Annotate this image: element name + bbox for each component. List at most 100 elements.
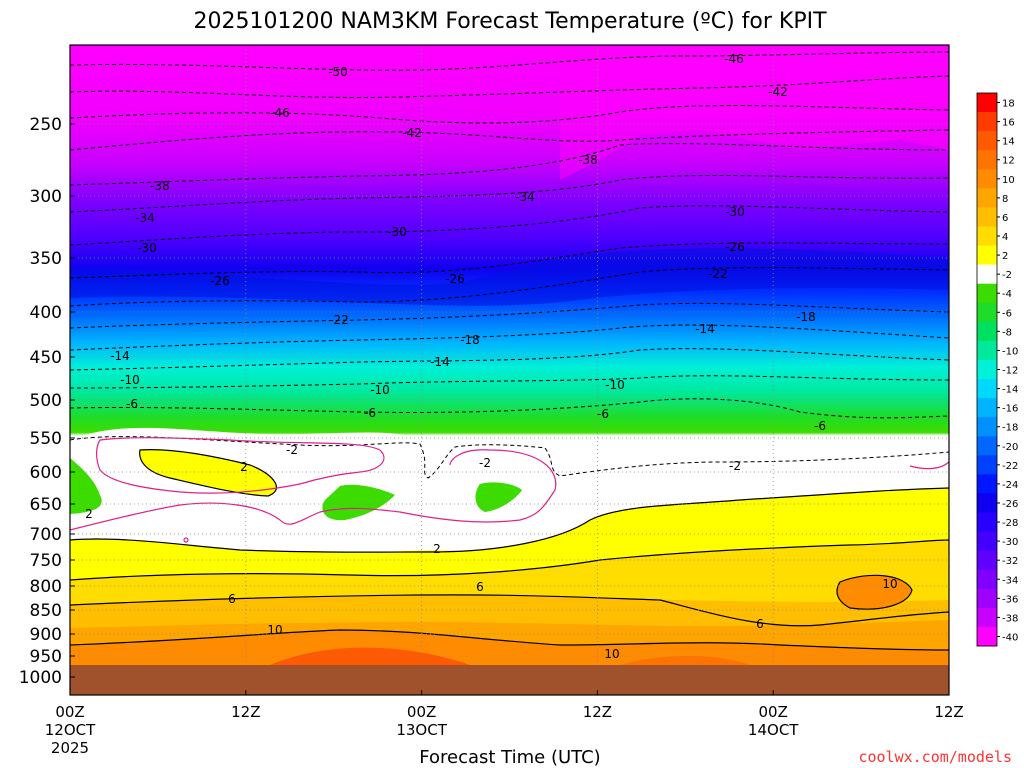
isotherm-label: -34: [135, 211, 155, 225]
colorbar-swatch: [977, 207, 997, 227]
colorbar-label: 6: [1002, 213, 1008, 224]
isotherm-label: -10: [120, 373, 140, 387]
y-tick-label: 900: [30, 625, 62, 645]
x-tick-date: 14OCT: [748, 721, 799, 739]
colorbar-swatch: [977, 93, 997, 113]
isotherm-label: -10: [605, 378, 625, 392]
colorbar-swatch: [977, 588, 997, 609]
colorbar-swatch: [977, 626, 997, 647]
colorbar-label: -12: [1002, 366, 1018, 377]
isotherm-label: -2: [286, 443, 298, 457]
y-tick-label: 800: [30, 577, 62, 597]
isotherm-label: -22: [329, 313, 349, 327]
isotherm-label: 6: [476, 580, 484, 594]
y-tick-label: 550: [30, 429, 62, 449]
x-tick-label: 12Z: [583, 703, 612, 721]
colorbar-swatch: [977, 417, 997, 437]
isotherm-label: 10: [882, 577, 897, 591]
colorbar-swatch: [977, 359, 997, 380]
colorbar-label: -40: [1002, 632, 1018, 643]
colorbar-swatch: [977, 321, 997, 342]
isotherm-label: -46: [724, 52, 744, 66]
isotherm-label: -6: [364, 406, 376, 420]
colorbar-label: 8: [1002, 194, 1008, 205]
isotherm-label: -10: [370, 383, 390, 397]
colorbar-label: -14: [1002, 385, 1018, 396]
colorbar-label: 10: [1002, 175, 1015, 186]
ground-surface: [70, 665, 949, 695]
colorbar-swatch: [977, 245, 997, 266]
colorbar: 18 16 14 12 10 8 6 4 2 -2 -4 -6 -8 -10 -12 -14 -16 -18 -20…: [976, 92, 1018, 647]
isotherm-label: -22: [708, 267, 728, 281]
isotherm-label: -30: [137, 241, 157, 255]
colorbar-swatch: [977, 455, 997, 475]
isotherm-label: 6: [756, 617, 764, 631]
colorbar-swatch: [977, 550, 997, 571]
y-tick-label: 1000: [19, 668, 62, 688]
x-tick-label: 00Z: [407, 703, 436, 721]
isotherm-label: -46: [270, 106, 290, 120]
isotherm-label: -50: [328, 65, 348, 79]
x-tick-date: 12OCT: [45, 721, 96, 739]
colorbar-swatch: [977, 379, 997, 399]
isotherm-label: 2: [433, 542, 441, 556]
isotherm-label: -6: [814, 419, 826, 433]
colorbar-swatch: [977, 569, 997, 590]
isotherm-label: 10: [604, 647, 619, 661]
x-tick-label: 00Z: [55, 703, 84, 721]
colorbar-swatch: [977, 169, 997, 189]
isotherm-label: -38: [578, 153, 598, 167]
isotherm-label: -14: [110, 349, 130, 363]
colorbar-swatch: [977, 607, 997, 628]
colorbar-label: -34: [1002, 575, 1018, 586]
isotherm-label: -30: [387, 225, 407, 239]
y-tick-label: 700: [30, 525, 62, 545]
isotherm-label: 6: [228, 592, 236, 606]
isotherm-label: -42: [402, 126, 422, 140]
colorbar-label: -6: [1002, 308, 1012, 319]
colorbar-label: -36: [1002, 594, 1018, 605]
colorbar-swatch: [977, 112, 997, 132]
positive-isotherms: [69, 449, 950, 651]
colorbar-label: 4: [1002, 232, 1008, 243]
isotherm-label: -18: [796, 310, 816, 324]
colorbar-swatch: [977, 436, 997, 456]
y-tick-label: 600: [30, 463, 62, 483]
isotherm-label: 2: [240, 460, 248, 474]
isotherm-label: -26: [445, 272, 465, 286]
y-axis: 250 300 350 400 450 500 550 600 650 700 750 800 850 9…: [19, 115, 75, 688]
y-tick-label: 300: [30, 187, 62, 207]
colorbar-label: -10: [1002, 346, 1018, 357]
isotherm-label: -2: [729, 459, 741, 473]
colorbar-swatch: [977, 512, 997, 533]
x-tick-label: 12Z: [231, 703, 260, 721]
colorbar-label: -16: [1002, 404, 1018, 415]
colorbar-label: 12: [1002, 156, 1015, 167]
colorbar-label: -38: [1002, 613, 1018, 624]
isotherm-label: -42: [768, 85, 788, 99]
colorbar-swatch: [977, 188, 997, 208]
chart-title: 2025101200 NAM3KM Forecast Temperature (…: [193, 9, 827, 34]
colorbar-label: 16: [1002, 118, 1015, 129]
colorbar-label: 18: [1002, 99, 1015, 110]
plot-border: [69, 44, 950, 696]
isotherm-label: -34: [515, 190, 535, 204]
x-axis-label: Forecast Time (UTC): [419, 747, 600, 768]
colorbar-swatch: [977, 531, 997, 552]
y-tick-label: 750: [30, 551, 62, 571]
colorbar-swatch: [977, 474, 997, 494]
colorbar-label: -2: [1002, 270, 1012, 281]
isotherm-label: -2: [479, 456, 491, 470]
colorbar-swatch: [977, 150, 997, 170]
colorbar-swatch: [977, 226, 997, 247]
colorbar-label: -24: [1002, 480, 1018, 491]
colorbar-swatch: [977, 264, 997, 285]
colorbar-swatch: [977, 283, 997, 304]
colorbar-label: -18: [1002, 423, 1018, 434]
colorbar-label: -30: [1002, 537, 1018, 548]
colorbar-label: 14: [1002, 137, 1015, 148]
temperature-regions: [70, 45, 949, 665]
y-tick-label: 650: [30, 495, 62, 515]
